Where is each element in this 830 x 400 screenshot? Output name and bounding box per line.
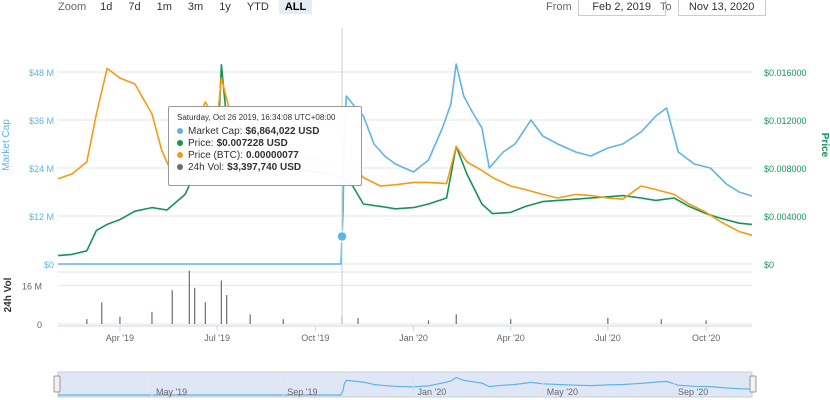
crosshair-marker [336, 230, 348, 243]
y-left-tick-label: $24 M [29, 164, 54, 174]
chart-axes: $0 $12 M $24 M $36 M $48 M $0 $0.004000 $0.0080… [22, 68, 807, 343]
x-tick-label: Jul '19 [204, 333, 230, 343]
zoom-all-button[interactable]: ALL [278, 0, 313, 14]
range-from: From [546, 0, 666, 16]
volume-bar [204, 302, 206, 324]
chart-grid [58, 71, 752, 325]
y-right-tick-label: $0.008000 [764, 164, 807, 174]
tooltip-value: $3,397,740 USD [227, 161, 302, 173]
tooltip-value: $0.007228 USD [216, 137, 288, 149]
x-tick-label: Jul '20 [595, 333, 621, 343]
volume-bar [220, 280, 222, 324]
y-right-tick-label: $0.004000 [764, 212, 807, 222]
volume-bar [188, 270, 190, 324]
tooltip-label: Market Cap: [188, 125, 243, 137]
price-dot-icon [177, 140, 183, 146]
zoom-1d-button[interactable]: 1d [100, 1, 113, 13]
tooltip-value: $6,864,022 USD [245, 125, 320, 137]
volume-dot-icon [177, 164, 183, 170]
volume-bar [101, 302, 103, 324]
volume-bar [171, 290, 173, 324]
volume-bar [427, 320, 430, 324]
tooltip: Saturday, Oct 26 2019, 16:34:08 UTC+08:0… [168, 106, 362, 186]
x-tick-label: Apr '19 [106, 333, 134, 343]
tooltip-value: 0.00000077 [246, 149, 299, 161]
x-tick-label: Apr '20 [497, 333, 525, 343]
volume-bars [86, 270, 707, 324]
tooltip-label: Price (BTC): [188, 149, 243, 161]
from-label: From [546, 1, 572, 13]
market-cap-line [58, 63, 753, 265]
volume-tick-label: 16 M [22, 281, 42, 291]
navigator-right-handle [749, 375, 757, 393]
tooltip-row-market-cap: Market Cap: $6,864,022 USD [177, 125, 353, 137]
to-label: To [660, 1, 672, 13]
volume-bar [151, 311, 153, 324]
volume-bar [455, 314, 457, 324]
volume-bar [119, 316, 121, 324]
from-date-input[interactable] [577, 0, 666, 16]
y-right-tick-label: $0 [764, 260, 774, 270]
navigator-tick-label: May '19 [156, 387, 187, 397]
volume-bar [357, 317, 359, 324]
navigator-left-handle [53, 375, 61, 393]
y-left-tick-label: $48 M [29, 68, 54, 78]
navigator-line [58, 376, 753, 396]
volume-bar [282, 319, 284, 324]
tooltip-row-price: Price: $0.007228 USD [177, 137, 353, 149]
zoom-7d-button[interactable]: 7d [128, 1, 141, 13]
navigator-tick-label: Sep '20 [678, 387, 708, 397]
zoom-3m-button[interactable]: 3m [187, 1, 204, 13]
y-left-tick-label: $36 M [29, 116, 54, 126]
y-right-tick-label: $0.016000 [764, 68, 807, 78]
y-left-tick-label: $12 M [29, 212, 54, 222]
tooltip-row-price-btc: Price (BTC): 0.00000077 [177, 149, 353, 161]
volume-bar [86, 319, 88, 324]
y-left-tick-label: $0 [44, 260, 54, 270]
zoom-1m-button[interactable]: 1m [156, 1, 172, 13]
zoom-ytd-button[interactable]: YTD [246, 1, 269, 13]
navigator-tick-label: Jan '20 [418, 387, 447, 397]
zoom-label: Zoom [58, 1, 87, 13]
volume-bar [660, 319, 662, 324]
price-line [57, 64, 753, 257]
x-tick-label: Jan '20 [399, 333, 428, 343]
volume-tick-label: 0 [37, 320, 42, 330]
x-tick-label: Oct '19 [301, 333, 329, 343]
tooltip-header: Saturday, Oct 26 2019, 16:34:08 UTC+08:0… [177, 113, 336, 122]
market-cap-dot-icon [177, 128, 183, 134]
zoom-bar: Zoom 1d 7d 1m 3m 1y YTD ALL [58, 0, 316, 14]
range-to: To [660, 0, 766, 16]
price-btc-line [57, 67, 753, 236]
x-tick-label: Oct '20 [692, 333, 720, 343]
volume-axis-title: 24h Vol [3, 277, 14, 312]
to-date-input[interactable] [677, 0, 766, 16]
y-axis-left-title: Market Cap [1, 119, 12, 171]
zoom-1y-button[interactable]: 1y [219, 1, 231, 13]
tooltip-label: 24h Vol: [188, 161, 225, 173]
y-right-tick-label: $0.012000 [764, 116, 807, 126]
volume-bar [194, 287, 196, 324]
y-axis-right-title: Price [819, 133, 830, 158]
volume-bar [249, 314, 251, 324]
navigator-window [57, 371, 753, 398]
tooltip-row-volume: 24h Vol: $3,397,740 USD [177, 161, 353, 173]
volume-bar [510, 319, 512, 324]
volume-bar [607, 317, 609, 324]
navigator-tick-label: May '20 [547, 387, 578, 397]
price-btc-dot-icon [177, 152, 183, 158]
volume-bar [705, 320, 707, 324]
tooltip-label: Price: [188, 137, 214, 149]
chart-series [57, 63, 753, 265]
navigator-tick-label: Sep '19 [287, 387, 317, 397]
navigator: May '19 Sep '19 Jan '20 May '20 Sep '20 [53, 371, 757, 398]
volume-bar [226, 295, 228, 324]
